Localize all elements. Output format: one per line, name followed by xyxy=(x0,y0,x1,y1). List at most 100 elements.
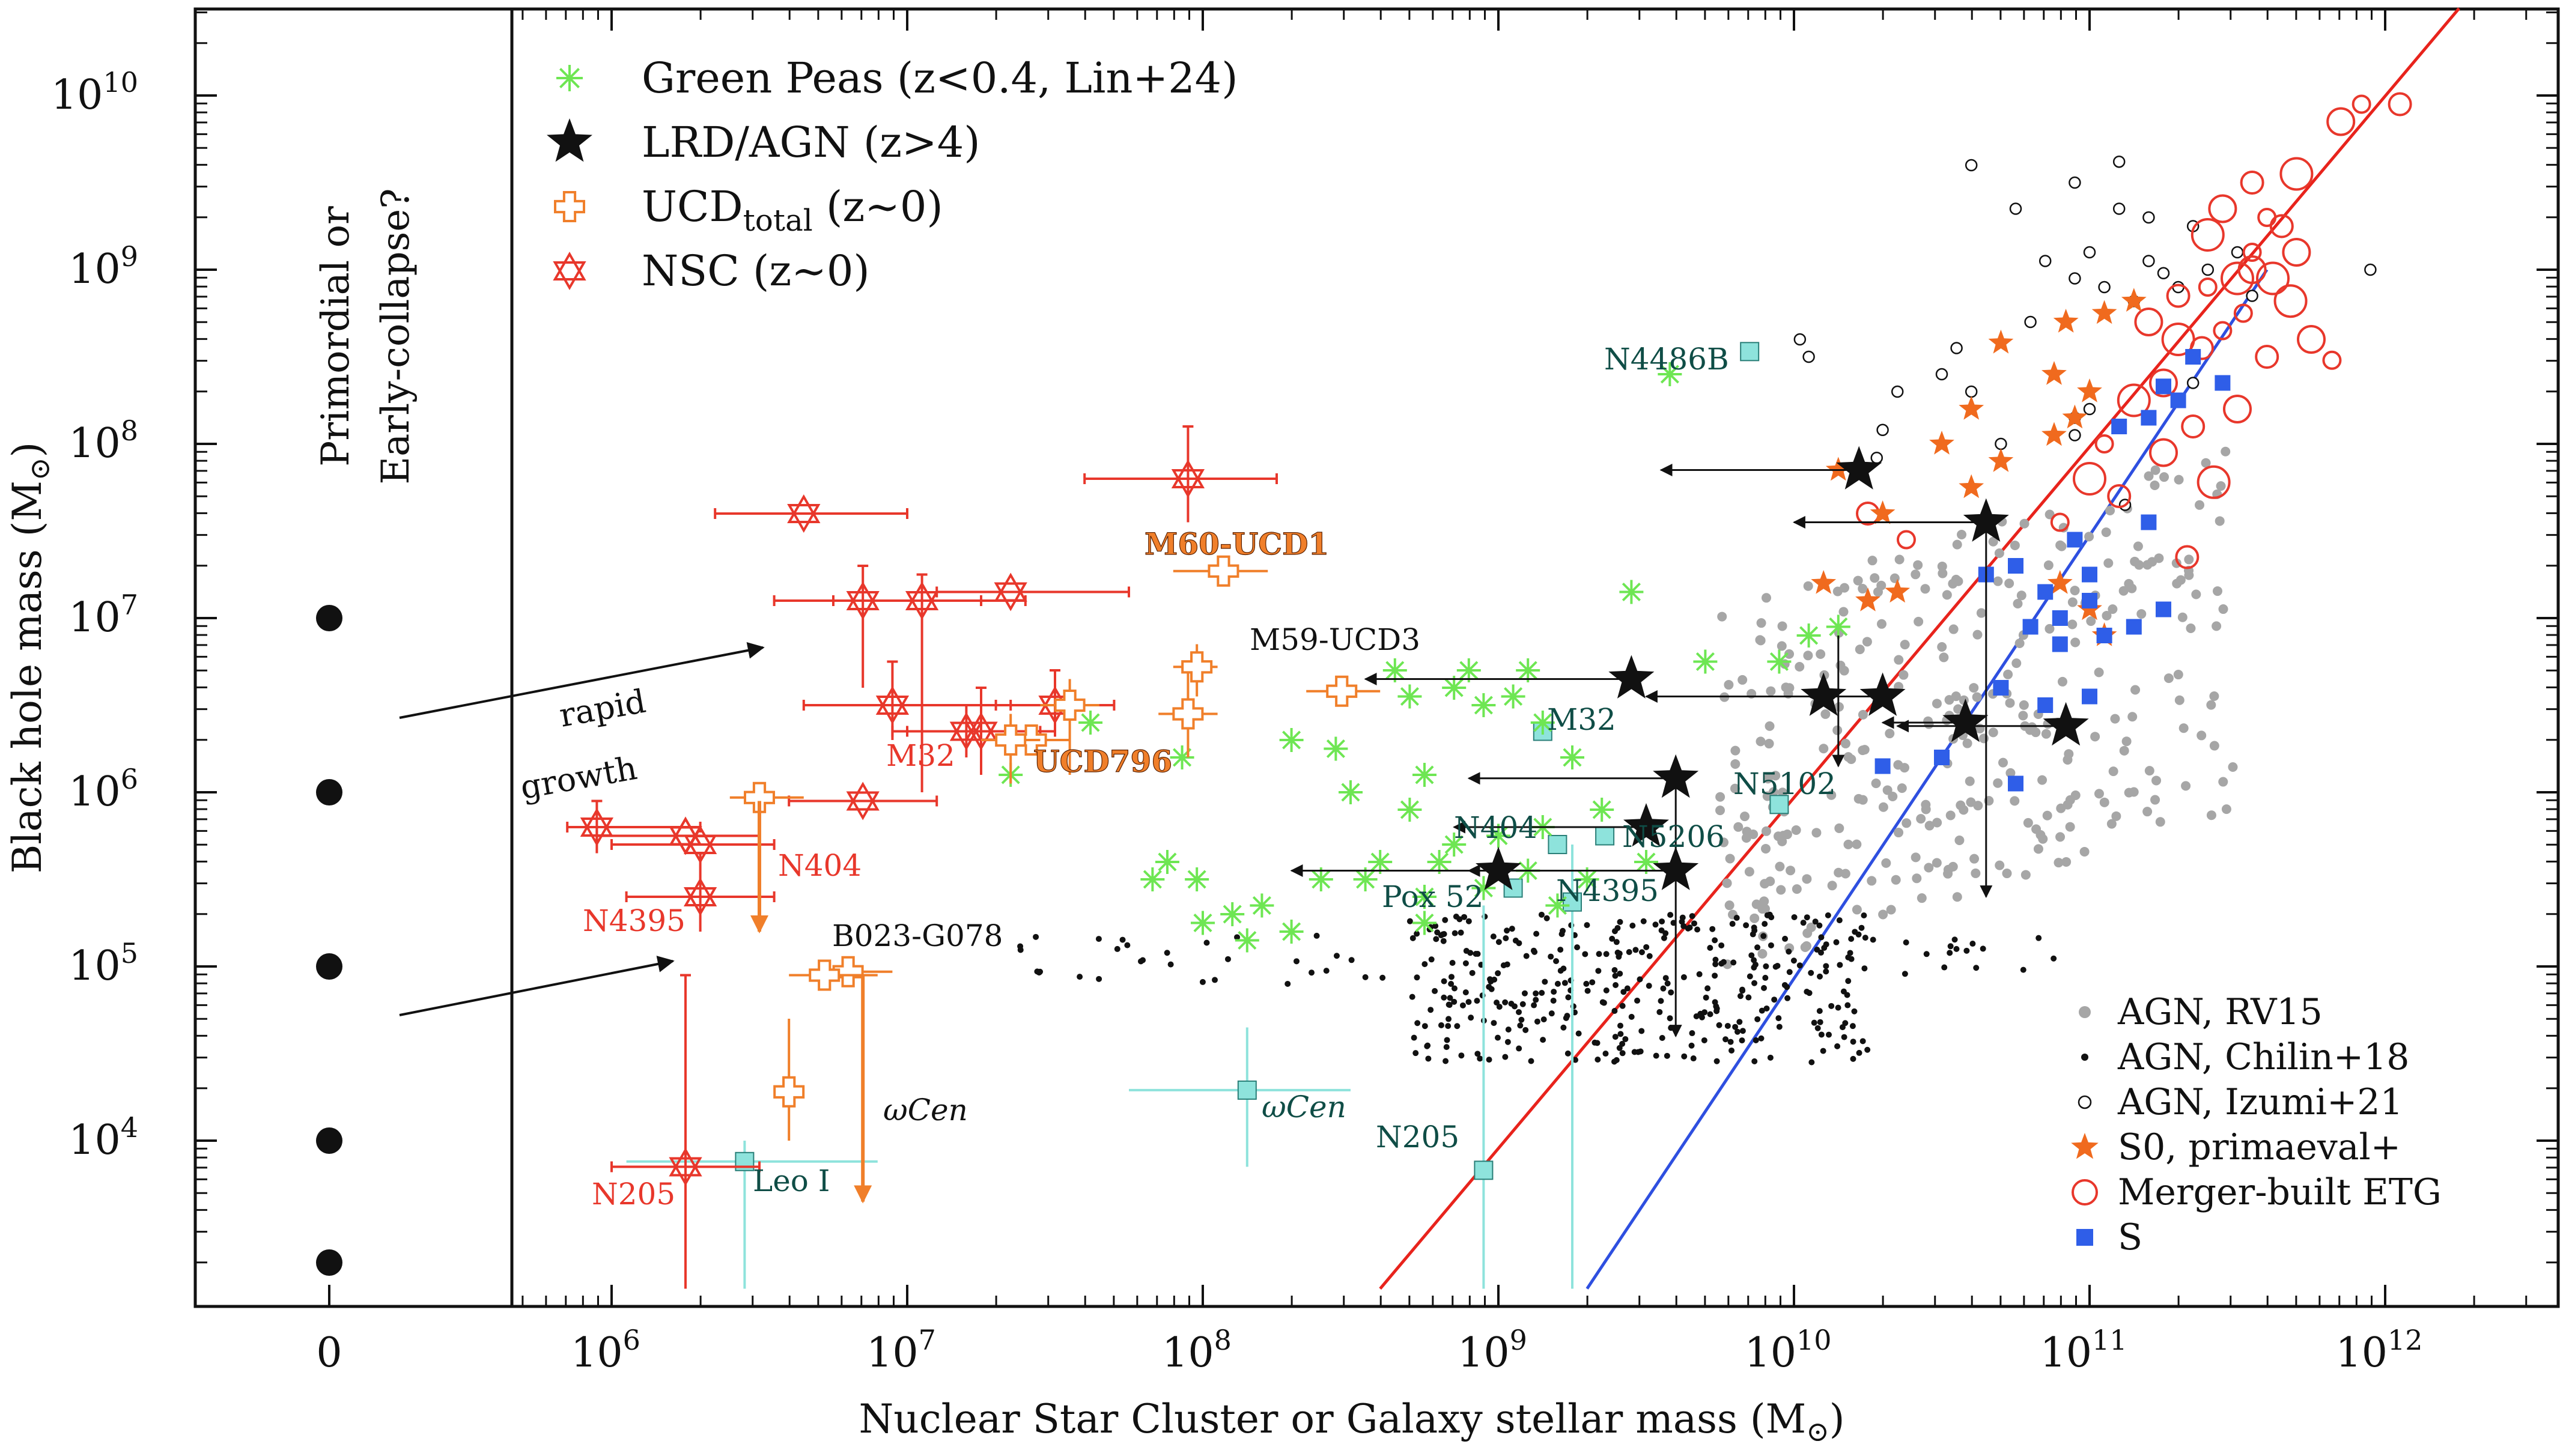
rv15-point xyxy=(1724,900,1734,911)
chilin-point xyxy=(1473,951,1479,957)
rv15-point xyxy=(1921,804,1931,814)
rv15-point xyxy=(2108,766,2118,777)
rv15-point xyxy=(1840,869,1850,879)
rv15-point xyxy=(2043,560,2054,571)
chilin-point xyxy=(1167,961,1174,968)
chilin-point xyxy=(1619,1050,1626,1057)
chilin-point xyxy=(1096,975,1102,982)
rv15-point xyxy=(2070,790,2081,800)
rv15-point xyxy=(1784,649,1795,659)
chilin-point xyxy=(1617,918,1623,925)
arrow-upper xyxy=(399,642,765,719)
rv15-point xyxy=(2045,623,2055,634)
chilin-point xyxy=(1626,949,1632,956)
ucd-points xyxy=(729,555,1381,1204)
s0-point xyxy=(2047,570,2073,594)
rv15-point xyxy=(2106,819,2117,829)
green-pea-point xyxy=(1279,920,1304,944)
chilin-point xyxy=(1839,1024,1846,1031)
spiral-point xyxy=(2111,419,2127,434)
nsc-point-tri-up xyxy=(994,572,1027,602)
chilin-point xyxy=(1540,1016,1547,1023)
rv15-point xyxy=(1899,763,1909,773)
etg-point xyxy=(2221,261,2254,296)
chilin-point xyxy=(1768,942,1774,948)
rv15-point xyxy=(2144,471,2154,481)
rv15-point xyxy=(2084,532,2094,542)
chilin-point xyxy=(1734,1028,1741,1035)
chilin-point xyxy=(1763,963,1769,969)
etg-point xyxy=(2149,368,2178,398)
green-pea-point-stroke xyxy=(1282,730,1301,750)
green-pea-point-stroke xyxy=(1504,687,1523,706)
rv15-point xyxy=(1756,736,1766,747)
rv15-point xyxy=(1885,729,1895,739)
chilin-point xyxy=(1114,945,1120,952)
chilin-point xyxy=(2020,966,2026,973)
lrd-point xyxy=(1623,803,1669,847)
chilin-point xyxy=(1844,1002,1851,1009)
chilin-point xyxy=(1548,953,1554,960)
nsc-point-tri-up xyxy=(1171,459,1205,488)
chilin-point xyxy=(1612,972,1619,979)
plot-frame xyxy=(193,7,2560,1308)
label-n404-nsc: N404 xyxy=(778,848,862,883)
chilin-point xyxy=(1617,1022,1623,1029)
chilin-point xyxy=(1589,979,1596,986)
rv15-point xyxy=(1943,864,1953,875)
cyan-point xyxy=(1503,878,1523,898)
rv15-point xyxy=(2090,732,2100,742)
chilin-point xyxy=(1474,1051,1481,1057)
green-pea-point xyxy=(1220,902,1245,926)
chilin-point xyxy=(1523,953,1530,959)
label-ucd796: UCD796 xyxy=(1033,744,1172,779)
label-n205: N205 xyxy=(1376,1120,1459,1154)
chilin-point xyxy=(1729,921,1736,927)
rv15-point xyxy=(2121,736,2132,747)
chilin-point xyxy=(1414,974,1420,981)
x-tick-label: 106 xyxy=(571,1324,640,1377)
green-pea-point-stroke xyxy=(1563,748,1582,767)
chilin-point xyxy=(1825,912,1831,918)
rv15-point xyxy=(2228,762,2238,772)
lrd-point xyxy=(1608,655,1655,699)
green-pea-point-stroke xyxy=(1143,870,1162,889)
rv15-point xyxy=(2130,685,2141,695)
rv15-point xyxy=(2067,619,2078,629)
s0-point xyxy=(1959,396,1984,420)
nsc-point xyxy=(683,877,717,917)
rv15-point xyxy=(1843,752,1853,762)
rv15-point xyxy=(1777,641,1787,651)
chilin-point xyxy=(1486,983,1492,990)
green-pea-point xyxy=(1471,876,1496,900)
izumi-point xyxy=(1891,385,1904,398)
izumi-point xyxy=(1965,385,1978,398)
legend2-marker-open-circle xyxy=(2078,1095,2092,1109)
green-pea-point xyxy=(1767,649,1792,674)
chilin-point xyxy=(1603,987,1610,993)
rv15-point xyxy=(1771,771,1781,781)
green-pea-point-stroke xyxy=(1158,852,1177,872)
chilin-point xyxy=(1808,1059,1815,1066)
rv15-point xyxy=(1751,899,1762,909)
lrd-point xyxy=(1653,846,1699,890)
chilin-point xyxy=(2035,935,2042,941)
izumi-point xyxy=(2364,263,2377,276)
rv15-point xyxy=(1757,948,1768,959)
izumi-point xyxy=(2246,290,2258,302)
chilin-point xyxy=(1951,936,1958,943)
label-n404: N404 xyxy=(1454,810,1537,845)
chilin-point xyxy=(1036,969,1042,976)
rv15-point xyxy=(2186,623,2196,633)
rv15-point xyxy=(2191,589,2201,599)
rv15-point xyxy=(1858,709,1868,720)
label-omegacen: ωCen xyxy=(1262,1090,1346,1124)
chilin-point xyxy=(1786,948,1792,955)
green-pea-point-stroke xyxy=(1326,739,1345,759)
chilin-point xyxy=(1707,1011,1713,1018)
nsc-point xyxy=(905,581,939,620)
etg-point xyxy=(2322,350,2342,370)
seed-point xyxy=(316,1127,342,1154)
chilin-point xyxy=(1862,935,1868,941)
rv15-point xyxy=(2150,465,2160,475)
